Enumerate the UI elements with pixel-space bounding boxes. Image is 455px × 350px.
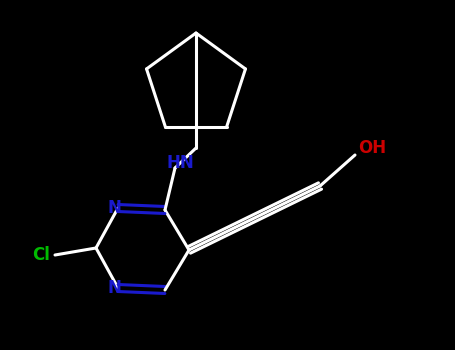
Text: HN: HN [166,154,194,172]
Text: OH: OH [358,139,386,157]
Text: N: N [107,279,121,297]
Text: Cl: Cl [32,246,50,264]
Text: N: N [107,199,121,217]
